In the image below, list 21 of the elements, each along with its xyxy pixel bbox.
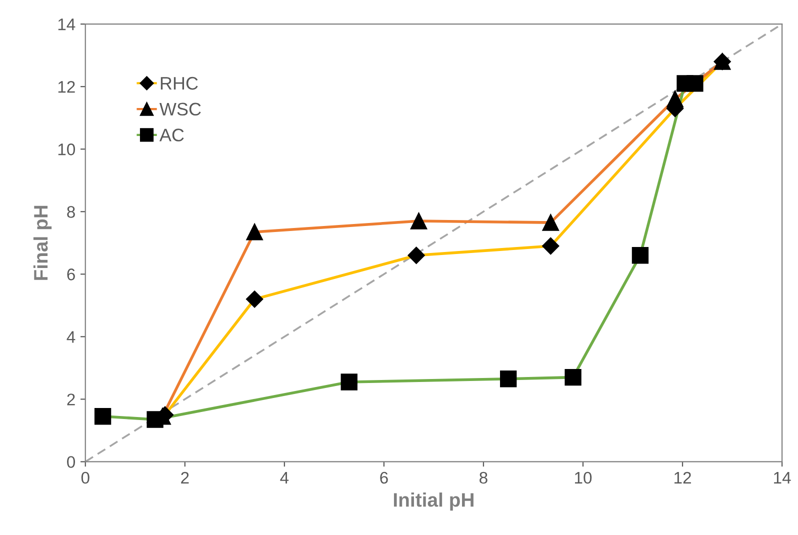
x-tick-label: 6 <box>380 472 388 484</box>
y-tick-label: 6 <box>67 268 75 280</box>
x-tick-label: 12 <box>674 472 691 484</box>
y-axis-title: Final pH <box>33 206 52 280</box>
legend-label: WSC <box>159 102 201 116</box>
x-tick-label: 2 <box>181 472 189 484</box>
legend-label: RHC <box>160 76 198 90</box>
y-tick-label: 8 <box>67 206 75 218</box>
y-tick-label: 0 <box>67 456 76 468</box>
y-tick-label: 12 <box>58 80 75 93</box>
x-tick-label: 0 <box>81 472 90 484</box>
x-tick-label: 4 <box>280 472 289 484</box>
x-tick-label: 10 <box>575 472 592 484</box>
y-tick-label: 10 <box>58 144 76 156</box>
x-axis-title: Initial pH <box>394 492 474 511</box>
x-tick-label: 8 <box>480 472 488 484</box>
y-tick-label: 4 <box>66 331 76 343</box>
x-tick-label: 14 <box>774 472 791 484</box>
y-tick-label: 14 <box>58 18 76 30</box>
legend-label: AC <box>159 128 184 142</box>
y-tick-label: 2 <box>67 394 75 406</box>
